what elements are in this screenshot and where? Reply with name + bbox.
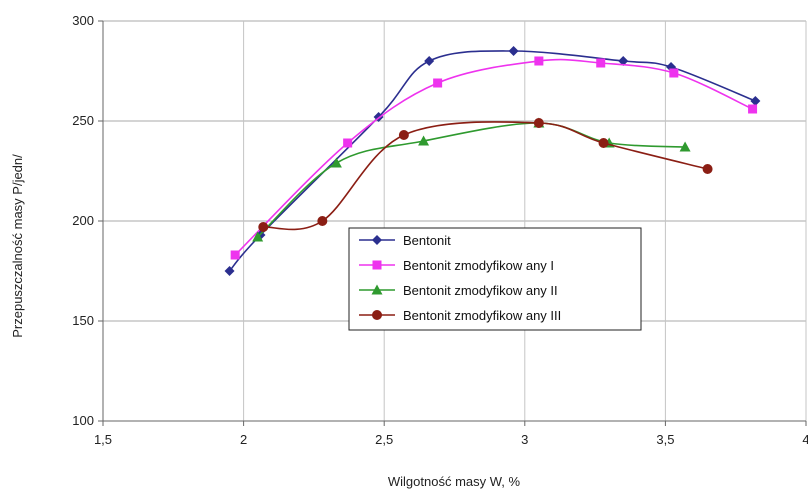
data-point xyxy=(258,222,269,232)
data-point xyxy=(418,135,430,146)
data-point xyxy=(433,78,443,88)
x-axis-title: Wilgotność masy W, % xyxy=(388,474,521,489)
y-tick-labels: 100 150 200 250 300 xyxy=(72,13,94,428)
series-2 xyxy=(230,56,758,260)
legend-label: Bentonit zmodyfikow any III xyxy=(403,308,561,323)
legend-item: Bentonit zmodyfikow any III xyxy=(359,308,561,323)
data-point xyxy=(330,157,342,168)
data-point xyxy=(598,138,609,148)
x-tick-label: 4 xyxy=(802,432,808,447)
legend-marker xyxy=(371,284,383,295)
data-point xyxy=(750,96,761,106)
data-point xyxy=(748,104,758,114)
y-tick-label: 100 xyxy=(72,413,94,428)
x-tick-label: 3,5 xyxy=(656,432,674,447)
y-tick-label: 150 xyxy=(72,313,94,328)
legend-box xyxy=(348,227,642,331)
legend-label: Bentonit xyxy=(403,233,451,248)
legend-marker xyxy=(372,260,382,270)
legend-item: Bentonit xyxy=(359,233,451,248)
data-point xyxy=(618,56,629,66)
x-tick-label: 3 xyxy=(521,432,528,447)
x-tick-labels: 1,5 2 2,5 3 3,5 4 xyxy=(94,432,808,447)
data-point xyxy=(596,58,606,68)
y-tick-label: 200 xyxy=(72,213,94,228)
data-point xyxy=(702,164,713,174)
legend: Bentonit Bentonit zmodyfikow any I Bentoni… xyxy=(348,227,642,331)
data-point xyxy=(679,141,691,152)
series-group xyxy=(224,46,761,276)
y-axis-title: Przepuszczalność masy P/jedn/ xyxy=(10,154,25,338)
data-point xyxy=(343,138,353,148)
y-tick-label: 250 xyxy=(72,113,94,128)
data-point xyxy=(533,118,544,128)
legend-label: Bentonit zmodyfikow any I xyxy=(403,258,554,273)
data-point xyxy=(534,56,544,66)
legend-item: Bentonit zmodyfikow any II xyxy=(359,283,558,298)
data-point xyxy=(224,266,235,276)
x-tick-label: 1,5 xyxy=(94,432,112,447)
data-point xyxy=(317,216,328,226)
legend-marker xyxy=(372,310,382,320)
series-4 xyxy=(258,118,713,232)
data-point xyxy=(230,250,240,260)
y-tick-label: 300 xyxy=(72,13,94,28)
legend-label: Bentonit zmodyfikow any II xyxy=(403,283,558,298)
legend-item: Bentonit zmodyfikow any I xyxy=(359,258,554,273)
data-point xyxy=(508,46,519,56)
series-line xyxy=(228,50,756,272)
axes xyxy=(98,20,807,426)
data-point xyxy=(398,130,409,140)
x-tick-label: 2 xyxy=(240,432,247,447)
data-point xyxy=(424,56,435,66)
x-tick-label: 2,5 xyxy=(375,432,393,447)
data-point xyxy=(252,231,264,242)
legend-marker xyxy=(372,235,382,245)
data-point xyxy=(669,68,679,78)
